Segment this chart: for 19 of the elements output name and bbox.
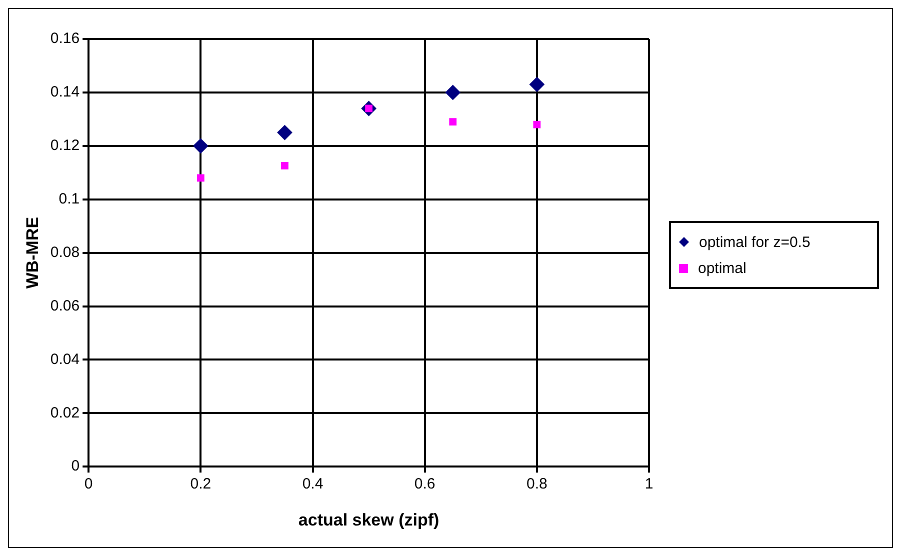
y-tick-label: 0.1 — [58, 190, 80, 208]
y-tick-label: 0.02 — [50, 404, 80, 422]
x-tick-label: 0.8 — [526, 476, 548, 493]
y-tick-label: 0.08 — [50, 244, 80, 261]
x-axis-title: actual skew (zipf) — [298, 510, 440, 530]
y-axis-title: WB-MRE — [22, 216, 42, 289]
y-tick-label: 0.16 — [50, 30, 80, 48]
y-tick-label: 0.06 — [50, 297, 80, 314]
y-tick-label: 0.14 — [50, 84, 80, 101]
y-tick-label: 0.12 — [50, 137, 80, 154]
x-tick-label: 0.2 — [190, 476, 212, 493]
x-tick-label: 0.6 — [414, 476, 436, 493]
x-tick-label: 0 — [84, 476, 93, 493]
x-tick-label: 0.4 — [302, 476, 324, 493]
legend-label: optimal for z=0.5 — [699, 234, 810, 250]
x-tick-label: 1 — [644, 476, 654, 493]
legend-label: optimal — [698, 260, 746, 276]
y-tick-label: 0.04 — [50, 350, 80, 368]
y-tick-label: 0 — [71, 458, 80, 475]
